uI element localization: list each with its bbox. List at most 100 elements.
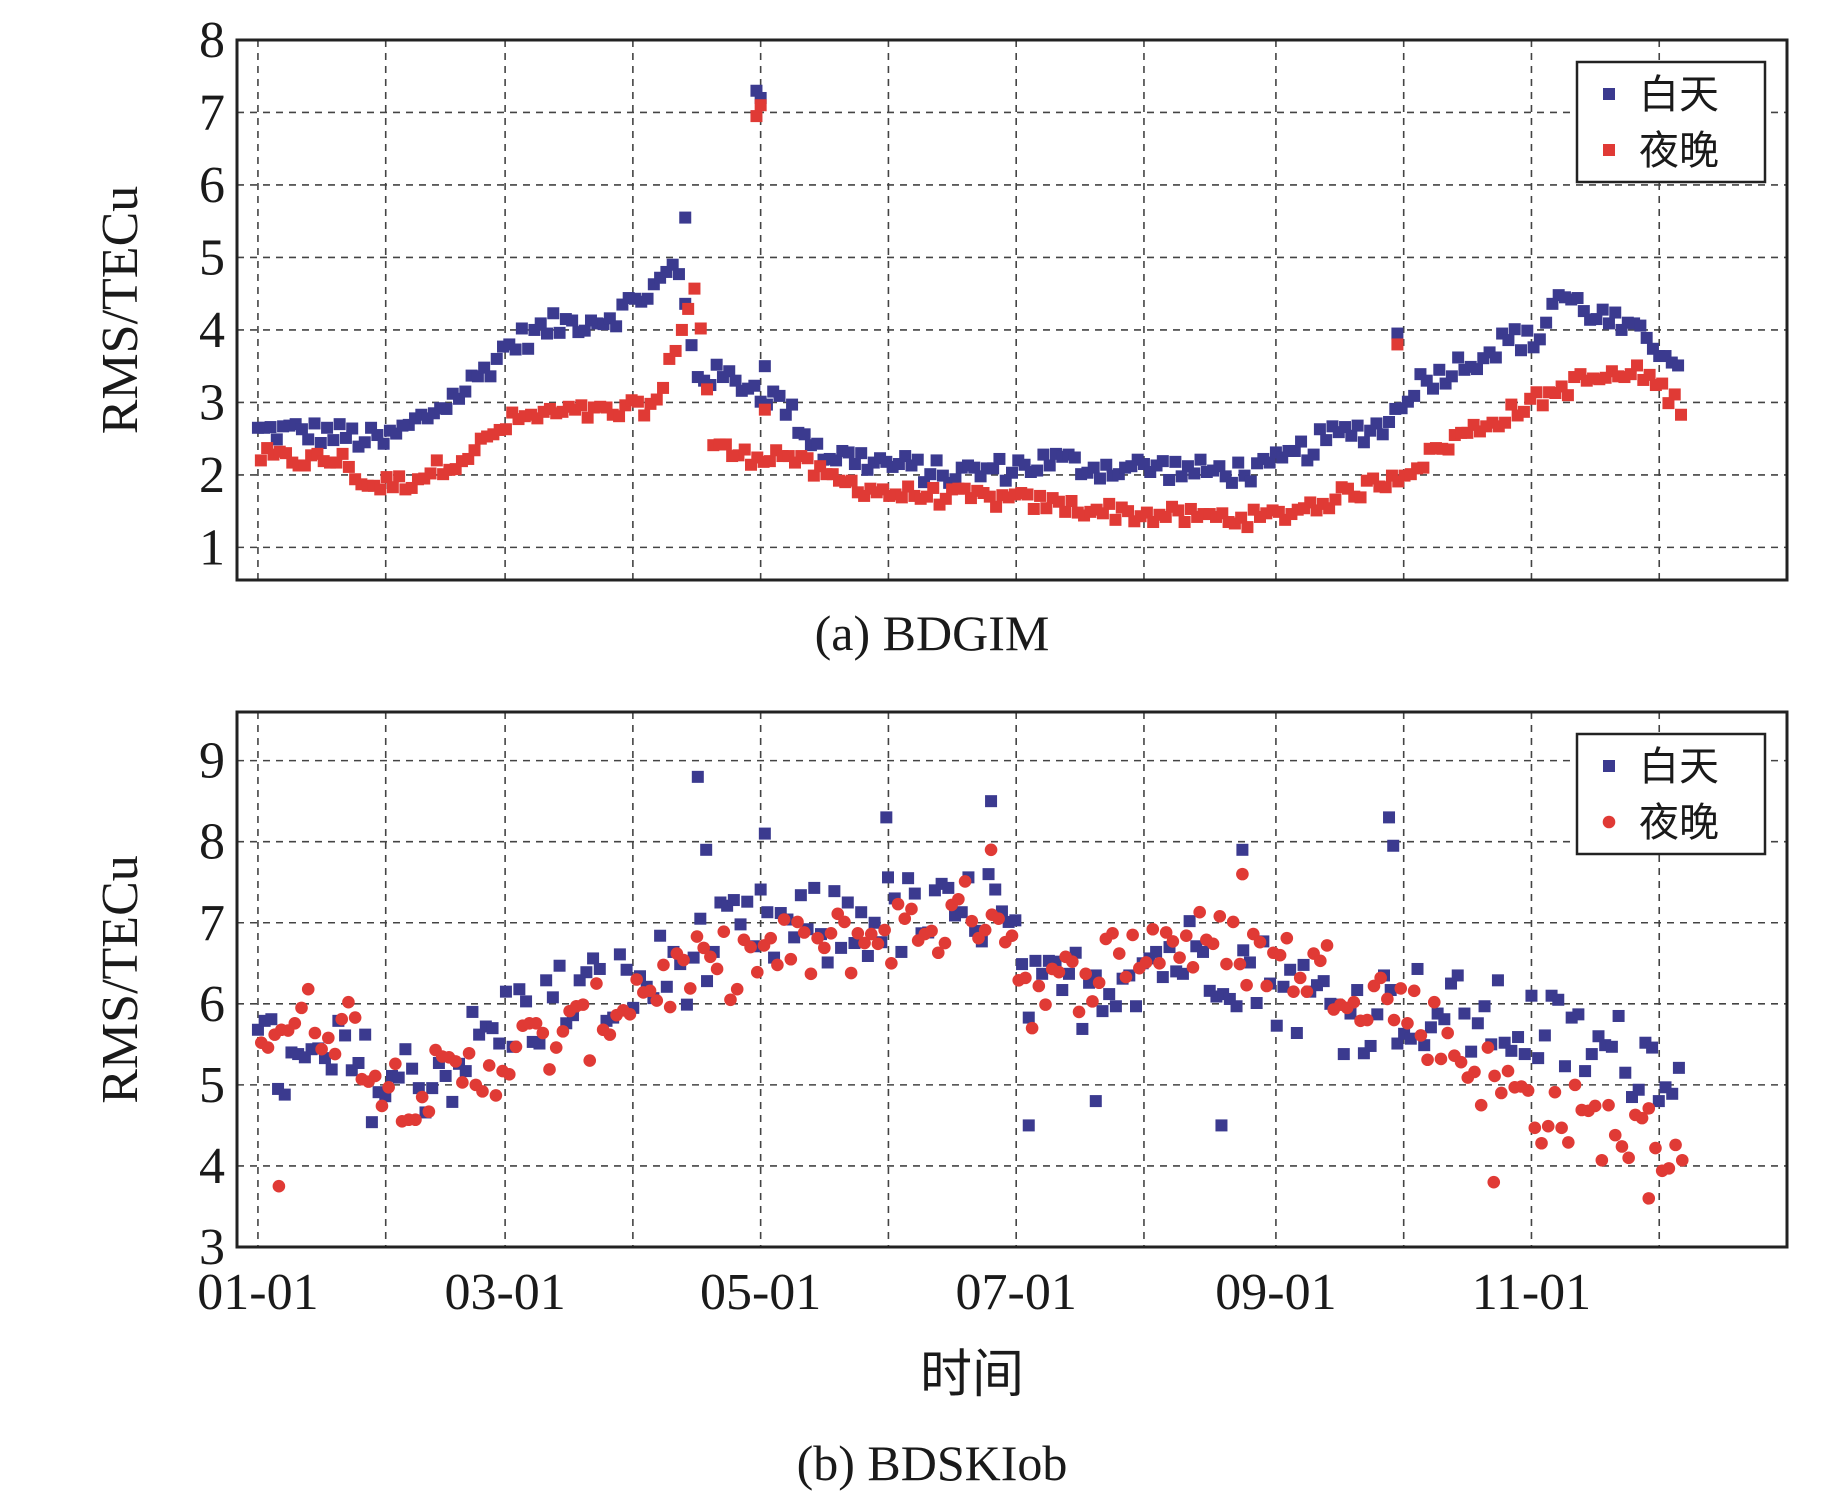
data-point — [1009, 914, 1022, 927]
data-point — [529, 1016, 543, 1030]
data-point — [1163, 473, 1176, 486]
data-point — [1404, 1032, 1417, 1045]
data-point — [1146, 922, 1160, 936]
y-tick-label: 9 — [199, 733, 225, 790]
data-point — [630, 973, 643, 986]
data-point — [1635, 1111, 1649, 1125]
data-point — [801, 452, 814, 465]
data-point — [1320, 434, 1333, 447]
data-point — [1417, 461, 1430, 474]
data-point — [610, 320, 623, 333]
data-point — [1037, 448, 1050, 461]
data-point — [301, 982, 315, 996]
data-point — [1568, 1078, 1582, 1092]
data-point — [456, 1076, 469, 1089]
data-point — [1458, 1007, 1471, 1020]
data-point — [955, 906, 968, 919]
data-point — [540, 974, 553, 987]
data-point — [1471, 363, 1483, 376]
data-point — [1387, 1013, 1401, 1027]
data-point — [1159, 926, 1173, 939]
data-point — [1675, 408, 1688, 421]
data-point — [1548, 1085, 1562, 1099]
data-point — [1243, 956, 1256, 969]
y-tick-label: 3 — [199, 374, 225, 431]
data-point — [254, 454, 267, 467]
data-point — [325, 1063, 338, 1076]
data-point — [808, 881, 821, 894]
data-point — [982, 868, 995, 881]
y-axis-title: RMS/TECu — [92, 186, 149, 435]
data-point — [744, 940, 757, 954]
data-point — [1502, 334, 1515, 347]
data-point — [1068, 451, 1081, 464]
x-tick-label: 11-01 — [1472, 1264, 1591, 1321]
data-point — [1478, 1000, 1491, 1013]
data-point — [758, 403, 771, 416]
data-point — [902, 480, 915, 493]
data-point — [1572, 1008, 1585, 1021]
data-point — [533, 1037, 546, 1050]
data-point — [368, 1069, 382, 1083]
data-point — [992, 912, 1005, 926]
data-point — [547, 307, 560, 320]
data-point — [1096, 507, 1109, 520]
data-point — [1260, 979, 1274, 993]
data-point — [1226, 915, 1240, 929]
data-point — [1213, 460, 1226, 473]
data-point — [1468, 1065, 1481, 1079]
data-point — [1235, 511, 1248, 524]
data-point — [880, 811, 893, 824]
data-point — [1103, 497, 1116, 510]
data-point — [927, 481, 940, 494]
data-point — [724, 993, 737, 1007]
data-point — [1043, 459, 1056, 472]
data-point — [1379, 481, 1392, 494]
data-point — [1039, 998, 1052, 1011]
data-point — [1072, 1005, 1086, 1019]
legend-label: 夜晚 — [1639, 128, 1719, 174]
data-point — [1066, 955, 1079, 968]
data-point — [1666, 1087, 1679, 1100]
x-tick-label: 03-01 — [444, 1264, 565, 1321]
data-point — [1445, 370, 1458, 383]
data-point — [685, 339, 698, 352]
data-point — [1233, 957, 1247, 971]
data-point — [1441, 1026, 1454, 1040]
data-point — [779, 408, 792, 421]
data-point — [697, 941, 710, 955]
data-point — [1608, 1128, 1622, 1142]
data-point — [654, 929, 667, 942]
data-point — [842, 446, 855, 459]
data-point — [727, 894, 740, 907]
data-point — [613, 410, 626, 423]
data-point — [1056, 984, 1069, 997]
data-point — [1029, 954, 1042, 967]
data-point — [1244, 475, 1257, 488]
data-point — [895, 945, 908, 958]
data-point — [1521, 324, 1534, 337]
data-point — [1605, 1040, 1618, 1053]
data-point — [352, 1056, 365, 1069]
data-point — [682, 302, 695, 315]
data-point — [631, 395, 644, 408]
data-point — [499, 985, 512, 998]
data-point — [761, 906, 774, 919]
data-point — [993, 452, 1006, 465]
data-point — [288, 1016, 302, 1030]
data-point — [750, 110, 763, 123]
data-point — [729, 374, 742, 387]
data-point — [1156, 455, 1169, 468]
data-point — [788, 931, 801, 944]
data-point — [1414, 1029, 1428, 1042]
data-point — [489, 1089, 503, 1102]
data-point — [580, 966, 593, 979]
data-point — [1175, 470, 1188, 483]
data-point — [553, 959, 566, 972]
series-day — [251, 84, 1685, 489]
data-point — [315, 1042, 328, 1056]
data-point — [1634, 319, 1647, 332]
data-point — [1225, 476, 1238, 489]
data-point — [885, 956, 898, 970]
